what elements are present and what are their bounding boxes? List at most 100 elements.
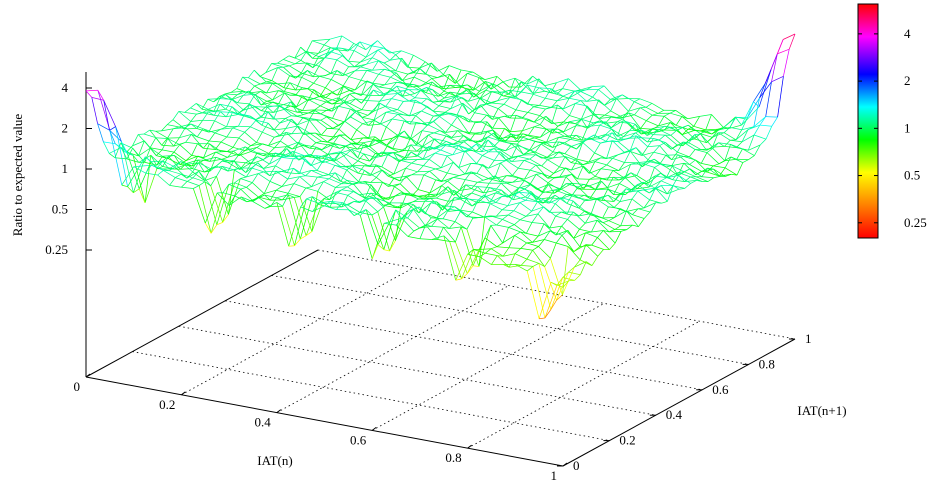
mesh-segment bbox=[320, 119, 334, 129]
mesh-segment bbox=[301, 87, 308, 90]
mesh-segment bbox=[260, 91, 267, 94]
mesh-segment bbox=[366, 57, 373, 65]
mesh-segment bbox=[544, 88, 552, 99]
mesh-segment bbox=[546, 151, 554, 158]
mesh-segment bbox=[610, 98, 617, 112]
mesh-segment bbox=[210, 165, 217, 169]
mesh-segment bbox=[683, 168, 691, 173]
mesh-segment bbox=[519, 216, 527, 221]
mesh-segment bbox=[671, 151, 678, 160]
mesh-segment bbox=[613, 176, 620, 181]
mesh-segment bbox=[519, 200, 526, 203]
mesh-segment bbox=[273, 122, 280, 131]
mesh-segment bbox=[569, 103, 576, 116]
mesh-segment bbox=[270, 197, 277, 207]
mesh-segment bbox=[434, 138, 441, 145]
mesh-segment bbox=[409, 100, 422, 104]
mesh-segment bbox=[451, 141, 459, 145]
mesh-segment bbox=[252, 201, 266, 209]
mesh-segment bbox=[240, 196, 248, 203]
mesh-segment bbox=[560, 183, 567, 190]
mesh-segment bbox=[395, 224, 409, 237]
mesh-segment bbox=[422, 146, 435, 150]
mesh-segment bbox=[562, 280, 570, 288]
mesh-segment bbox=[457, 141, 465, 147]
mesh-segment bbox=[653, 138, 660, 141]
mesh-segment bbox=[204, 175, 217, 181]
mesh-segment bbox=[678, 172, 691, 178]
mesh-segment bbox=[455, 85, 463, 97]
mesh-segment bbox=[556, 294, 563, 301]
mesh-segment bbox=[695, 159, 708, 173]
mesh-segment bbox=[648, 175, 656, 188]
mesh-segment bbox=[369, 157, 377, 167]
mesh-segment bbox=[257, 156, 264, 160]
mesh-segment bbox=[499, 139, 506, 142]
mesh-segment bbox=[144, 155, 152, 203]
mesh-segment bbox=[336, 55, 343, 61]
mesh-segment bbox=[477, 186, 490, 188]
mesh-segment bbox=[471, 182, 478, 189]
mesh-segment bbox=[759, 83, 766, 99]
mesh-segment bbox=[641, 151, 654, 156]
mesh-segment bbox=[611, 132, 619, 141]
mesh-segment bbox=[357, 145, 370, 150]
mesh-segment bbox=[226, 112, 233, 127]
mesh-segment bbox=[85, 90, 93, 98]
mesh-segment bbox=[220, 111, 227, 118]
mesh-segment bbox=[630, 162, 637, 165]
mesh-segment bbox=[533, 115, 547, 123]
mesh-segment bbox=[547, 157, 554, 161]
mesh-segment bbox=[525, 213, 538, 217]
mesh-segment bbox=[538, 87, 546, 92]
mesh-segment bbox=[443, 74, 450, 89]
mesh-segment bbox=[453, 175, 460, 178]
mesh-segment bbox=[550, 88, 563, 94]
mesh-segment bbox=[310, 155, 318, 166]
mesh-segment bbox=[251, 162, 259, 169]
mesh-segment bbox=[592, 99, 600, 115]
mesh-segment bbox=[179, 141, 186, 146]
mesh-segment bbox=[311, 198, 325, 232]
mesh-segment bbox=[359, 200, 367, 213]
mesh-segment bbox=[324, 205, 337, 210]
mesh-segment bbox=[712, 148, 726, 162]
mesh-segment bbox=[480, 114, 487, 122]
mesh-segment bbox=[448, 206, 455, 210]
mesh-segment bbox=[635, 147, 643, 156]
mesh-segment bbox=[741, 129, 749, 142]
mesh-segment bbox=[631, 198, 645, 209]
mesh-segment bbox=[115, 126, 128, 187]
mesh-segment bbox=[605, 128, 612, 135]
mesh-segment bbox=[345, 143, 352, 147]
mesh-segment bbox=[446, 143, 453, 148]
mesh-segment bbox=[571, 182, 584, 185]
mesh-segment bbox=[525, 196, 538, 202]
mesh-segment bbox=[315, 142, 328, 146]
mesh-segment bbox=[369, 164, 377, 176]
mesh-segment bbox=[243, 106, 256, 111]
mesh-segment bbox=[568, 90, 576, 99]
mesh-segment bbox=[453, 190, 460, 196]
mesh-segment bbox=[496, 85, 510, 95]
mesh-segment bbox=[461, 84, 468, 86]
mesh-segment bbox=[509, 90, 516, 98]
mesh-segment bbox=[390, 76, 403, 84]
mesh-segment bbox=[155, 130, 168, 139]
mesh-segment bbox=[97, 123, 104, 143]
mesh-segment bbox=[581, 119, 588, 129]
mesh-segment bbox=[601, 188, 609, 201]
mesh-segment bbox=[220, 136, 228, 143]
mesh-segment bbox=[518, 180, 525, 189]
mesh-segment bbox=[676, 144, 683, 147]
mesh-segment bbox=[583, 179, 590, 190]
mesh-segment bbox=[560, 197, 568, 204]
mesh-segment bbox=[516, 130, 523, 139]
mesh-segment bbox=[263, 152, 276, 160]
mesh-segment bbox=[546, 129, 553, 143]
mesh-segment bbox=[455, 73, 468, 84]
mesh-segment bbox=[312, 196, 325, 204]
mesh-segment bbox=[450, 96, 457, 109]
mesh-segment bbox=[356, 110, 363, 118]
mesh-segment bbox=[196, 103, 209, 110]
